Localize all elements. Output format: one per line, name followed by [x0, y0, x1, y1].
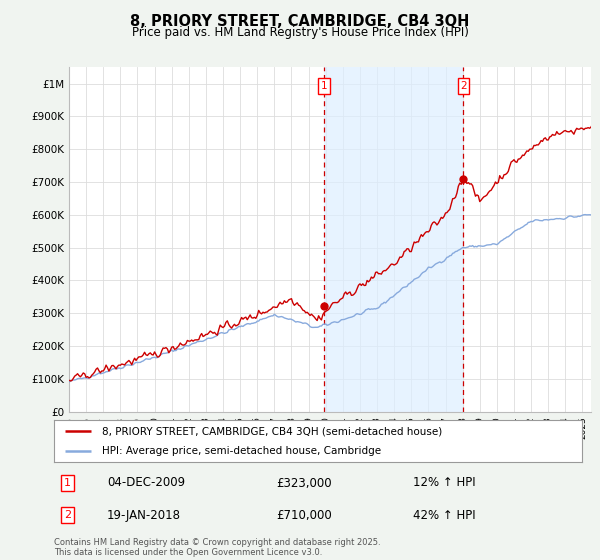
- Text: 42% ↑ HPI: 42% ↑ HPI: [413, 508, 476, 522]
- Text: 1: 1: [64, 478, 71, 488]
- Text: 19-JAN-2018: 19-JAN-2018: [107, 508, 181, 522]
- Text: £710,000: £710,000: [276, 508, 332, 522]
- Text: Contains HM Land Registry data © Crown copyright and database right 2025.
This d: Contains HM Land Registry data © Crown c…: [54, 538, 380, 557]
- Text: 04-DEC-2009: 04-DEC-2009: [107, 477, 185, 489]
- Text: Price paid vs. HM Land Registry's House Price Index (HPI): Price paid vs. HM Land Registry's House …: [131, 26, 469, 39]
- Text: 8, PRIORY STREET, CAMBRIDGE, CB4 3QH (semi-detached house): 8, PRIORY STREET, CAMBRIDGE, CB4 3QH (se…: [101, 426, 442, 436]
- Text: HPI: Average price, semi-detached house, Cambridge: HPI: Average price, semi-detached house,…: [101, 446, 380, 456]
- Text: 2: 2: [64, 510, 71, 520]
- Text: 12% ↑ HPI: 12% ↑ HPI: [413, 477, 476, 489]
- Text: 1: 1: [321, 81, 328, 91]
- Text: 8, PRIORY STREET, CAMBRIDGE, CB4 3QH: 8, PRIORY STREET, CAMBRIDGE, CB4 3QH: [130, 14, 470, 29]
- Text: 2: 2: [460, 81, 467, 91]
- Bar: [325, 67, 463, 412]
- Text: £323,000: £323,000: [276, 477, 331, 489]
